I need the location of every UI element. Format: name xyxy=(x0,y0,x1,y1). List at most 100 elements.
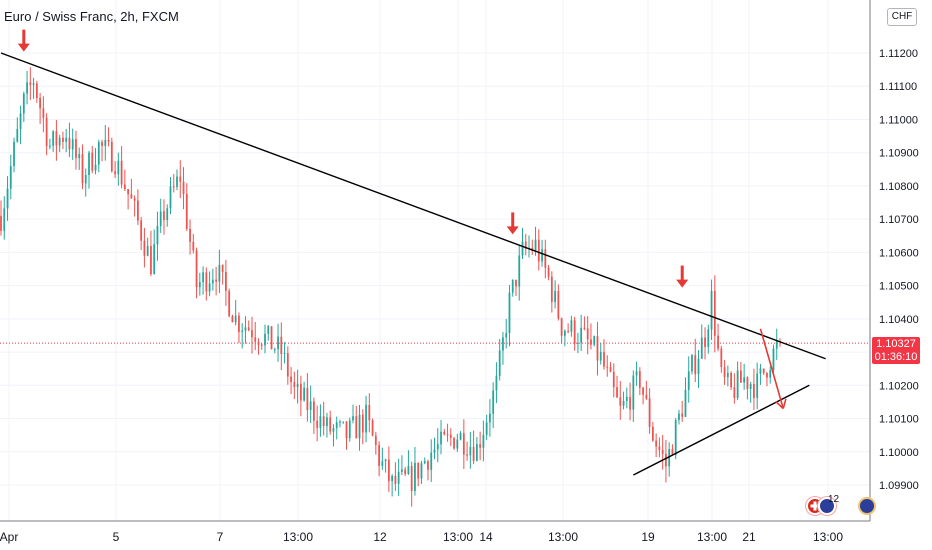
candle-body xyxy=(466,454,468,456)
candle-body xyxy=(329,417,332,432)
candle-body xyxy=(19,113,22,129)
candle-body xyxy=(762,368,765,374)
candle-body xyxy=(632,375,635,410)
candle-body xyxy=(619,397,622,406)
candle-body xyxy=(560,318,563,336)
candle-body xyxy=(508,292,511,334)
candle-body xyxy=(420,463,423,479)
candle-body xyxy=(410,466,413,492)
candle-body xyxy=(371,420,374,436)
candle-body xyxy=(65,137,68,142)
candle-body xyxy=(97,142,100,165)
candle-body xyxy=(35,83,38,98)
candle-body xyxy=(511,279,514,293)
price-tick-label: 1.10000 xyxy=(879,447,919,459)
candle-body xyxy=(75,139,77,159)
candle-body xyxy=(114,171,116,175)
candle-body xyxy=(573,320,576,344)
candle-body xyxy=(264,333,266,346)
candle-body xyxy=(91,152,94,171)
time-tick-label: 13:00 xyxy=(443,530,473,544)
euro-flag-event-icon[interactable] xyxy=(818,497,836,515)
candle-body xyxy=(176,176,178,187)
candles xyxy=(0,67,781,507)
candle-body xyxy=(260,344,263,346)
candle-body xyxy=(391,475,394,482)
candle-body xyxy=(629,396,631,410)
candle-body xyxy=(775,341,778,349)
candle-body xyxy=(221,264,224,272)
candle-body xyxy=(671,448,674,456)
candle-body xyxy=(521,241,524,256)
price-tick-label: 1.10400 xyxy=(879,314,919,326)
price-tick-label: 1.10900 xyxy=(879,148,919,160)
forecast-arrow-shaft xyxy=(759,328,785,409)
time-axis[interactable]: Apr 5 7 13:00 12 13:00 14 13:00 19 13:00 21 13:00 xyxy=(0,520,870,544)
candle-body xyxy=(120,160,123,185)
candle-body xyxy=(440,431,442,445)
candle-body xyxy=(700,337,703,359)
price-tick-label: 1.11100 xyxy=(879,81,917,93)
candle-body xyxy=(541,249,543,262)
candle-body xyxy=(678,413,680,420)
candle-body xyxy=(443,431,446,435)
candle-body xyxy=(218,264,221,282)
time-tick-label: Apr xyxy=(0,530,18,544)
candle-body xyxy=(743,377,746,383)
candle-body xyxy=(280,336,283,354)
candle-body xyxy=(694,355,697,375)
candle-body xyxy=(273,349,276,351)
candle-body xyxy=(211,279,214,284)
candle-body xyxy=(137,200,139,221)
candle-body xyxy=(505,333,508,338)
candle-body xyxy=(479,444,482,448)
candle-body xyxy=(489,413,491,423)
candle-body xyxy=(358,414,361,439)
candle-body xyxy=(374,435,377,446)
candle-body xyxy=(726,373,729,378)
candle-body xyxy=(251,330,253,338)
price-tick-label: 1.10100 xyxy=(879,414,919,426)
support-trendline xyxy=(633,384,810,476)
candle-body xyxy=(502,337,504,351)
candle-body xyxy=(234,315,237,323)
candle-body xyxy=(590,339,592,345)
candle-body xyxy=(427,461,429,470)
drawings xyxy=(0,29,826,476)
candle-body xyxy=(293,382,296,388)
candle-body xyxy=(16,128,19,142)
forecast-arrow-head xyxy=(775,401,784,410)
candle-body xyxy=(733,387,736,399)
candle-body xyxy=(146,245,149,256)
candle-body xyxy=(228,290,231,317)
candle-body xyxy=(68,137,71,150)
candle-body xyxy=(179,176,182,182)
candle-body xyxy=(563,330,566,336)
time-tick-label: 12 xyxy=(373,530,387,544)
candle-body xyxy=(544,249,547,268)
candle-body xyxy=(22,93,25,114)
candle-body xyxy=(195,250,198,288)
currency-badge[interactable]: CHF xyxy=(887,8,917,26)
candle-body xyxy=(387,459,390,482)
candle-body xyxy=(303,387,306,401)
price-tick-label: 1.10500 xyxy=(879,281,919,293)
candle-body xyxy=(635,371,638,376)
swing-high-arrow-head xyxy=(17,43,30,52)
candle-body xyxy=(713,290,716,336)
candle-body xyxy=(355,416,358,439)
time-tick-label: 13:00 xyxy=(283,530,313,544)
candle-body xyxy=(449,434,452,438)
candle-body xyxy=(697,358,700,375)
euro-flag-event-icon[interactable] xyxy=(858,497,876,515)
candle-body xyxy=(159,211,162,226)
candle-body xyxy=(524,241,527,249)
candle-body xyxy=(215,279,218,282)
price-axis[interactable]: 1.11200 1.11100 1.11000 1.10900 1.10800 1.107… xyxy=(869,0,919,521)
candle-body xyxy=(368,404,371,421)
candle-body xyxy=(648,398,651,427)
candle-body xyxy=(205,272,208,292)
candle-body xyxy=(270,326,273,350)
candle-body xyxy=(241,330,244,332)
